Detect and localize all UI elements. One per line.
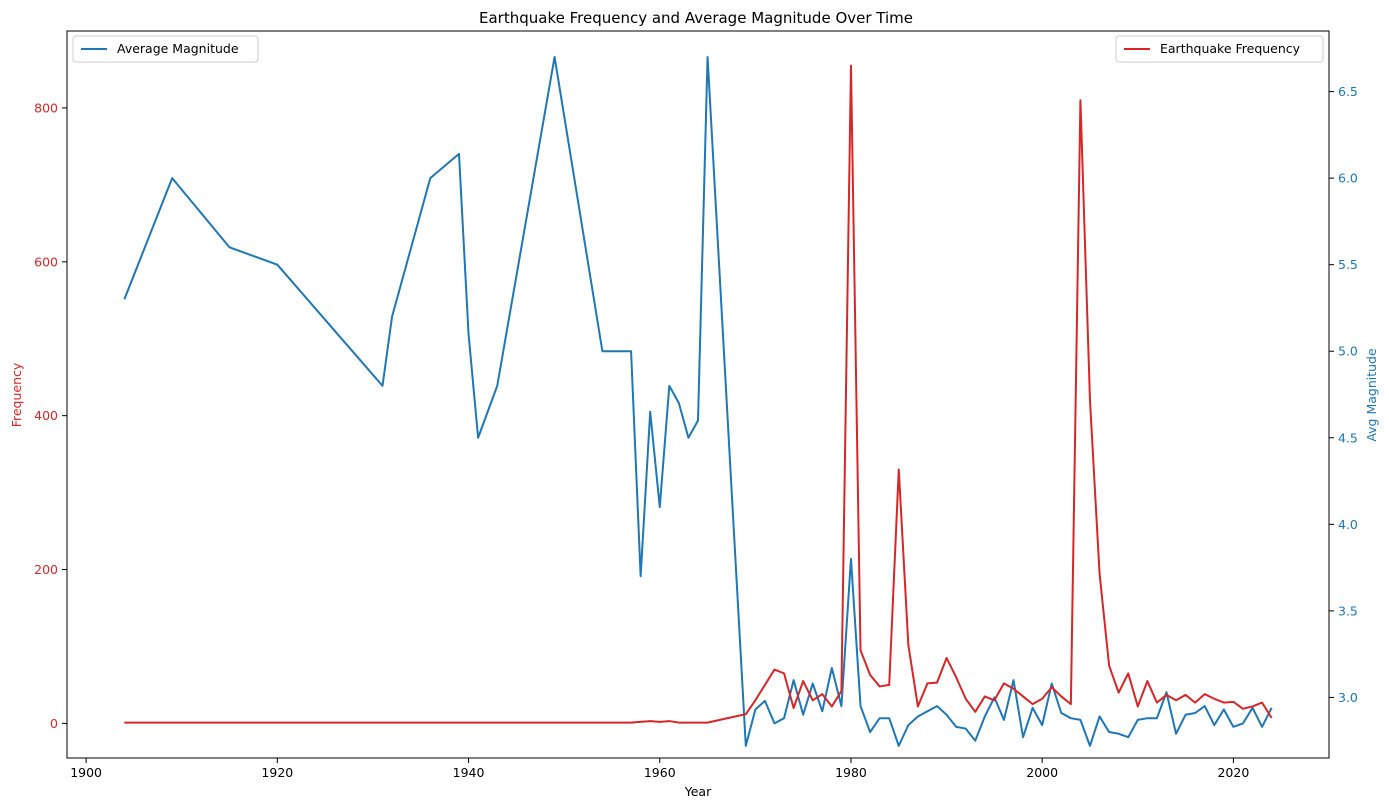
chart-title: Earthquake Frequency and Average Magnitu… bbox=[479, 9, 913, 27]
series-line-frequency bbox=[124, 64, 1273, 724]
x-axis: 1900 1920 1940 1960 1980 2000 2020 bbox=[70, 758, 1249, 780]
legend-magnitude: Average Magnitude bbox=[72, 35, 259, 63]
y-right-tick-label: 6.5 bbox=[1338, 84, 1358, 99]
legend-magnitude-box bbox=[72, 35, 259, 63]
x-tick-label: 1900 bbox=[70, 765, 102, 780]
y-left-tick-label: 400 bbox=[34, 408, 58, 423]
x-tick-label: 2020 bbox=[1217, 765, 1249, 780]
y-left-tick-label: 200 bbox=[34, 562, 58, 577]
y-axis-left: 0 200 400 600 800 bbox=[34, 100, 67, 731]
x-tick-label: 2000 bbox=[1026, 765, 1058, 780]
y-right-tick-label: 3.0 bbox=[1338, 690, 1358, 705]
y-axis-left-label: Frequency bbox=[9, 362, 24, 427]
plot-frame bbox=[66, 30, 1330, 759]
legend-magnitude-label: Average Magnitude bbox=[117, 41, 239, 56]
y-left-tick-label: 600 bbox=[34, 254, 58, 269]
y-axis-right-label: Avg Magnitude bbox=[1364, 348, 1379, 442]
x-axis-label: Year bbox=[684, 784, 712, 799]
legend-frequency: Earthquake Frequency bbox=[1115, 35, 1324, 63]
legend-frequency-box bbox=[1115, 35, 1324, 63]
y-right-tick-label: 3.5 bbox=[1338, 603, 1358, 618]
y-right-tick-label: 5.0 bbox=[1338, 344, 1358, 359]
x-tick-label: 1920 bbox=[261, 765, 293, 780]
x-tick-label: 1980 bbox=[835, 765, 867, 780]
y-left-tick-label: 0 bbox=[50, 716, 58, 731]
x-tick-label: 1960 bbox=[644, 765, 676, 780]
legend-frequency-label: Earthquake Frequency bbox=[1160, 41, 1301, 56]
series-line-magnitude bbox=[123, 55, 1273, 747]
y-left-tick-label: 800 bbox=[34, 100, 58, 115]
y-right-tick-label: 5.5 bbox=[1338, 257, 1358, 272]
y-right-tick-label: 4.0 bbox=[1338, 517, 1358, 532]
y-axis-right: 3.0 3.5 4.0 4.5 5.0 5.5 6.0 6.5 bbox=[1329, 84, 1358, 705]
y-right-tick-label: 6.0 bbox=[1338, 171, 1358, 186]
x-tick-label: 1940 bbox=[453, 765, 485, 780]
y-right-tick-label: 4.5 bbox=[1338, 430, 1358, 445]
data-lines bbox=[123, 55, 1273, 747]
